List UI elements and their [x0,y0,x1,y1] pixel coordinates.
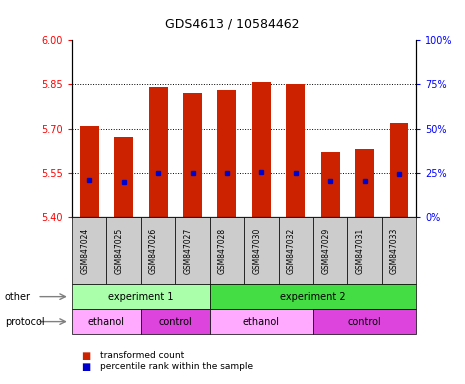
Text: ethanol: ethanol [243,316,280,327]
Bar [355,149,374,217]
Text: other: other [5,291,31,302]
Text: GSM847026: GSM847026 [149,227,158,274]
Text: ethanol: ethanol [88,316,125,327]
Bar [321,152,339,217]
Bar [80,126,99,217]
Bar [149,88,167,217]
Text: transformed count: transformed count [100,351,184,361]
Text: control: control [348,316,381,327]
Text: GDS4613 / 10584462: GDS4613 / 10584462 [165,17,300,30]
Text: protocol: protocol [5,316,44,327]
Text: GSM847028: GSM847028 [218,227,227,274]
Bar [114,137,133,217]
Bar [286,84,305,217]
Text: ■: ■ [81,351,91,361]
Bar [252,81,271,217]
Bar [183,93,202,217]
Text: percentile rank within the sample: percentile rank within the sample [100,362,253,371]
Text: GSM847032: GSM847032 [287,227,296,274]
Text: GSM847027: GSM847027 [184,227,193,274]
Text: GSM847033: GSM847033 [390,227,399,274]
Text: experiment 1: experiment 1 [108,291,173,302]
Text: ■: ■ [81,362,91,372]
Text: GSM847025: GSM847025 [115,227,124,274]
Bar [390,123,408,217]
Bar [218,90,236,217]
Text: control: control [159,316,192,327]
Text: GSM847029: GSM847029 [321,227,330,274]
Text: GSM847031: GSM847031 [356,227,365,274]
Text: GSM847030: GSM847030 [252,227,261,274]
Text: experiment 2: experiment 2 [280,291,346,302]
Text: GSM847024: GSM847024 [80,227,89,274]
